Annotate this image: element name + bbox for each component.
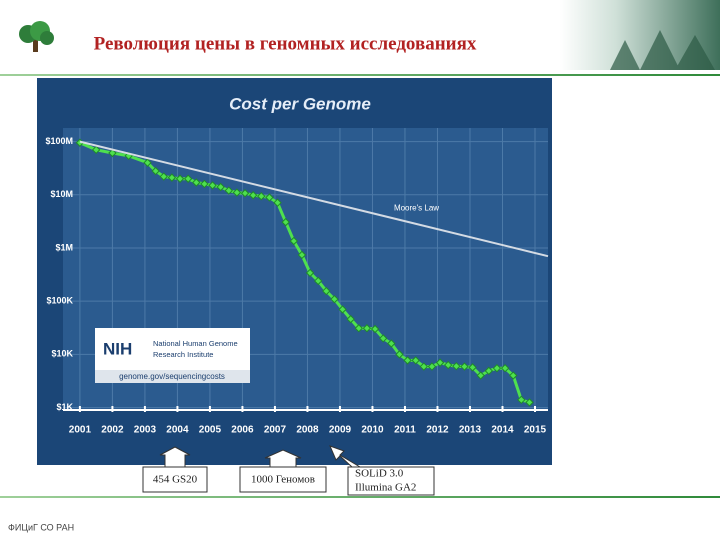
data-point (517, 395, 526, 404)
x-tick-label: 2007 (264, 425, 287, 436)
x-tick-label: 2013 (459, 425, 482, 436)
data-point (468, 363, 477, 372)
data-point (143, 158, 152, 167)
data-point (492, 363, 502, 373)
data-point (403, 356, 412, 365)
trend-line (79, 140, 549, 258)
x-tick-label: 2001 (69, 425, 92, 436)
y-tick-label: $10M (50, 189, 73, 199)
header-trees (610, 30, 715, 70)
data-point (322, 286, 331, 296)
callout-arrow (159, 446, 191, 467)
x-tick-label: 2012 (426, 425, 449, 436)
nih-url: genome.gov/sequencingcosts (119, 372, 225, 381)
data-point (175, 174, 185, 183)
data-point (411, 356, 420, 365)
data-point (313, 276, 323, 286)
x-tick-label: 2004 (166, 425, 189, 436)
data-point (216, 182, 225, 192)
data-point (273, 198, 282, 207)
x-tick-label: 2002 (101, 425, 124, 436)
data-point (91, 145, 101, 155)
footer-rule (0, 496, 720, 498)
y-tick-label: $1K (56, 402, 73, 412)
callout-text: 1000 Геномов (251, 474, 315, 486)
nih-institute: National Human Genome (153, 339, 238, 348)
data-point (159, 172, 168, 181)
x-tick-label: 2014 (491, 425, 514, 436)
callout-text: Illumina GA2 (355, 482, 416, 494)
callout-text: 454 GS20 (153, 474, 198, 486)
callout-box (239, 466, 327, 493)
nih-box-footer (95, 370, 250, 383)
callout-arrow (329, 445, 361, 468)
y-tick-label: $1M (55, 242, 73, 252)
logo (19, 21, 54, 52)
data-point (224, 186, 233, 195)
data-point (509, 371, 518, 380)
data-point (484, 366, 494, 376)
x-tick-label: 2010 (361, 425, 384, 436)
data-point (346, 314, 355, 324)
data-point (297, 250, 307, 260)
data-point (395, 350, 404, 359)
data-point (387, 339, 396, 348)
callout-box (347, 466, 435, 496)
nih-box: NIH National Human Genome Research Insti… (95, 328, 250, 383)
data-point (248, 191, 258, 200)
data-point (200, 179, 209, 189)
data-point (354, 324, 364, 333)
data-point (338, 305, 347, 314)
data-point (257, 191, 266, 201)
x-tick-label: 2015 (524, 425, 547, 436)
nih-logo: NIH (103, 339, 132, 358)
header-rule (0, 74, 720, 76)
data-point (500, 363, 510, 373)
data-point (183, 174, 193, 183)
series-label: Moore's Law (394, 204, 439, 213)
data-point (452, 361, 461, 371)
y-tick-label: $100K (46, 296, 73, 306)
data-point (419, 362, 429, 371)
data-point (460, 362, 469, 371)
data-point (305, 268, 315, 278)
data-point (476, 371, 485, 380)
callout-arrow (264, 449, 302, 467)
y-tick-label: $10K (51, 349, 73, 359)
data-point (289, 236, 299, 246)
callout-text: SOLiD 3.0 (355, 468, 404, 480)
data-point (443, 360, 453, 370)
x-tick-label: 2009 (329, 425, 352, 436)
data-point (427, 362, 437, 371)
data-point (281, 217, 290, 227)
data-point (232, 188, 242, 197)
chart-title: Cost per Genome (229, 94, 371, 113)
data-point (108, 148, 117, 158)
data-point (525, 398, 534, 407)
data-point (362, 324, 372, 333)
x-tick-label: 2005 (199, 425, 222, 436)
data-point (370, 324, 380, 334)
data-point (378, 334, 388, 343)
data-point (240, 189, 250, 198)
x-tick-label: 2008 (296, 425, 319, 436)
data-point (167, 173, 177, 182)
x-tick-label: 2003 (134, 425, 157, 436)
slide-title: Революция цены в геномных исследованиях (94, 33, 477, 54)
data-point (330, 294, 339, 304)
callout-box (142, 466, 208, 493)
y-tick-label: $100M (45, 136, 73, 146)
data-point (192, 178, 201, 187)
footer-text: ФИЦиГ СО РАН (8, 522, 74, 532)
data-point (208, 181, 217, 190)
callouts: 454 GS20 1000 Геномов SOLiD 3.0 Illumina… (142, 445, 435, 496)
nih-institute: Research Institute (153, 350, 213, 359)
x-tick-label: 2006 (231, 425, 254, 436)
data-point (151, 166, 160, 176)
x-tick-label: 2011 (394, 425, 416, 436)
data-point (435, 358, 445, 367)
data-point (265, 193, 274, 202)
